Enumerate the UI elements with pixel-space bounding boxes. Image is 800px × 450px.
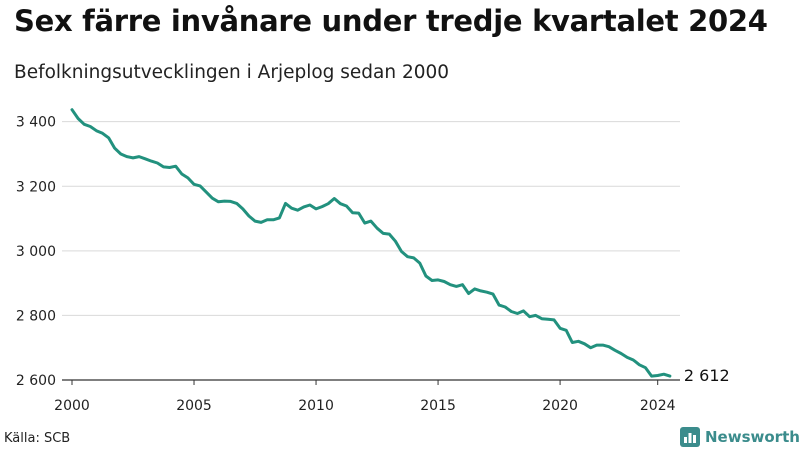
y-tick-label: 2 800 bbox=[16, 308, 56, 324]
brand-name: Newsworthy bbox=[705, 428, 800, 446]
series-layer bbox=[70, 108, 672, 378]
x-tick-label: 2024 bbox=[640, 398, 676, 414]
annotations: 2 612 bbox=[684, 366, 730, 385]
x-tick-label: 2020 bbox=[542, 398, 578, 414]
y-tick-label: 3 000 bbox=[16, 244, 56, 260]
x-tick-label: 2015 bbox=[420, 398, 456, 414]
x-axis bbox=[62, 379, 680, 385]
x-tick-label: 2000 bbox=[54, 398, 90, 414]
x-tick-label: 2005 bbox=[176, 398, 212, 414]
y-tick-label: 3 200 bbox=[16, 179, 56, 195]
y-axis-tick-labels: 2 600 2 800 3 000 3 200 3 400 bbox=[16, 115, 56, 389]
x-tick-label: 2010 bbox=[298, 398, 334, 414]
bar-chart-logo-icon bbox=[680, 427, 700, 447]
series-line bbox=[70, 108, 672, 378]
y-tick-label: 2 600 bbox=[16, 373, 56, 389]
chart-title: Sex färre invånare under tredje kvartale… bbox=[14, 4, 768, 38]
y-tick-label: 3 400 bbox=[16, 115, 56, 131]
brand-logo: Newsworthy bbox=[680, 427, 800, 447]
source-note: Källa: SCB bbox=[4, 431, 71, 446]
x-axis-tick-labels: 2000 2005 2010 2015 2020 2024 bbox=[54, 398, 675, 414]
grid-lines bbox=[62, 121, 680, 316]
end-value-label: 2 612 bbox=[684, 366, 730, 385]
chart-subtitle: Befolkningsutvecklingen i Arjeplog sedan… bbox=[14, 62, 450, 83]
